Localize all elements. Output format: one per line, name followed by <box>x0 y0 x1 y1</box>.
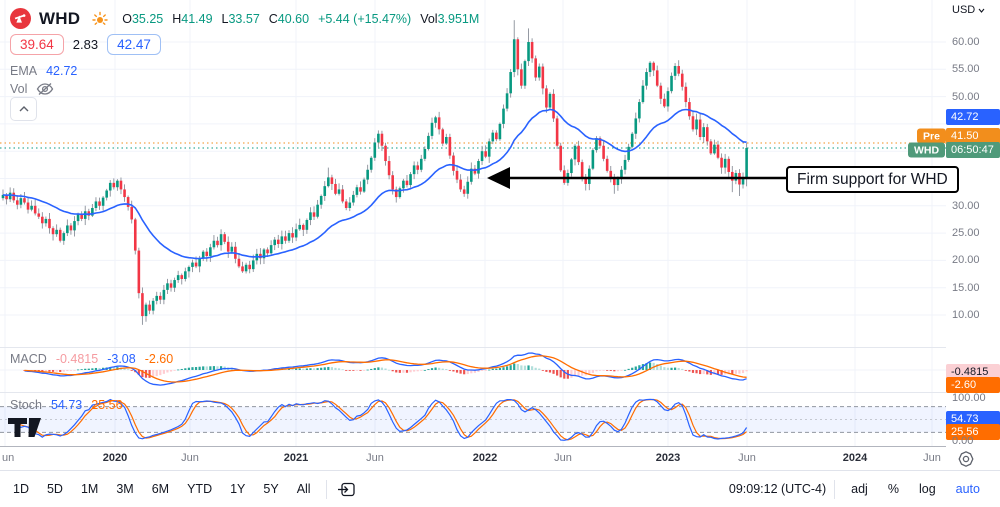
toolbar-divider <box>325 479 327 499</box>
level-boxes: 39.64 2.83 42.47 <box>10 34 161 55</box>
pre-market-price-badge: 41.50 <box>946 128 1000 144</box>
symbol-header: WHD O35.25 H41.49 L33.57 C40.60 +5.44 (+… <box>10 8 479 29</box>
bar-countdown-badge: 06:50:47 <box>946 142 1000 158</box>
time-axis-label: Jun <box>738 452 756 464</box>
stoch-0-label: 0.00 <box>952 435 974 447</box>
price-tick-label: 50.00 <box>952 90 980 103</box>
time-axis-label: Jun <box>554 452 572 464</box>
stoch-d-badge: 25.56 <box>946 423 1000 440</box>
session-clock: 09:09:12 (UTC-4) <box>728 482 827 496</box>
vol-label: Vol <box>10 82 28 96</box>
time-axis-label: 2021 <box>283 452 309 464</box>
pre-market-tag: Pre <box>917 128 946 144</box>
tradingview-logo[interactable] <box>8 418 42 439</box>
time-axis-label: Jun <box>366 452 384 464</box>
chevron-up-icon <box>19 106 28 112</box>
open-value: 35.25 <box>131 11 164 26</box>
annotation-text: Firm support for WHD <box>797 170 948 188</box>
chart-canvas[interactable] <box>0 0 1000 470</box>
macd-hist-value: -0.4815 <box>55 352 99 366</box>
symbol-logo-icon <box>10 8 31 29</box>
stoch-d-value: 25.56 <box>91 398 123 412</box>
stoch-k-badge: 54.73 <box>946 411 1000 427</box>
adjust-toggle[interactable]: adj <box>851 482 868 496</box>
range-button-6m[interactable]: 6M <box>151 482 170 496</box>
price-tick-label: 55.00 <box>952 63 980 76</box>
time-axis-label: un <box>2 452 15 464</box>
range-value: 2.83 <box>72 37 99 52</box>
high-value: 41.49 <box>181 11 213 26</box>
time-axis-label: Jun <box>181 452 199 464</box>
time-axis-label: 2020 <box>102 452 128 464</box>
ohlc-readout: O35.25 H41.49 L33.57 C40.60 +5.44 (+15.4… <box>122 11 480 26</box>
macd-line-value: -3.08 <box>107 352 136 366</box>
ema-label: EMA <box>10 64 38 78</box>
resistance-level-box[interactable]: 42.47 <box>107 34 161 55</box>
macd-legend: MACD -0.4815 -3.08 -2.60 <box>10 352 173 366</box>
support-annotation-callout[interactable]: Firm support for WHD <box>786 166 959 193</box>
ema-legend: EMA 42.72 <box>10 64 77 78</box>
symbol-name[interactable]: WHD <box>39 8 81 28</box>
range-button-3m[interactable]: 3M <box>116 482 134 496</box>
collapse-header-button[interactable] <box>10 97 37 121</box>
time-axis-label: 2022 <box>472 452 498 464</box>
close-value: 40.60 <box>277 11 310 26</box>
price-tick-label: 20.00 <box>952 254 980 267</box>
price-scale[interactable]: USD 60.00 55.00 50.00 30.00 25.00 20.00 15.00 1… <box>946 0 1000 470</box>
macd-signal-badge: -2.60 <box>946 377 1000 393</box>
volume-legend: Vol <box>10 82 54 96</box>
stoch-label: Stoch <box>10 398 42 412</box>
price-tick-label: 60.00 <box>952 36 980 48</box>
goto-date-calendar-icon[interactable] <box>337 481 356 498</box>
macd-hist-badge: -0.4815 <box>946 364 1000 380</box>
range-button-all[interactable]: All <box>296 482 311 496</box>
low-value: 33.57 <box>228 11 260 26</box>
eye-off-icon[interactable] <box>36 82 54 96</box>
stoch-k-value: 54.73 <box>50 398 83 412</box>
time-axis[interactable]: un 2020 Jun 2021 Jun 2022 Jun 2023 Jun 2024 Jun <box>0 447 946 470</box>
chevron-down-icon <box>978 8 985 13</box>
scale-settings-gear-icon[interactable] <box>957 450 975 468</box>
price-tick-label: 30.00 <box>952 199 980 212</box>
time-axis-label: Jun <box>923 452 941 464</box>
range-button-1y[interactable]: 1Y <box>230 482 246 496</box>
range-button-1d[interactable]: 1D <box>13 482 29 496</box>
price-tick-label: 10.00 <box>952 309 980 321</box>
range-button-5y[interactable]: 5Y <box>263 482 279 496</box>
ema-price-badge: 42.72 <box>946 109 1000 125</box>
range-button-ytd[interactable]: YTD <box>187 482 213 496</box>
pre-market-sun-icon <box>92 11 108 25</box>
price-tick-label: 15.00 <box>952 281 980 294</box>
stoch-legend: Stoch 54.73 25.56 <box>10 398 123 412</box>
currency-label: USD <box>952 4 976 16</box>
change-value: +5.44 (+15.47%) <box>318 11 412 26</box>
ema-value: 42.72 <box>46 64 78 78</box>
axis-settings-group: 09:09:12 (UTC-4) adj % log auto <box>729 478 1000 500</box>
range-selector: 1D 5D 1M 3M 6M YTD 1Y 5Y All <box>0 478 356 500</box>
volume-value: 3.951M <box>437 11 480 26</box>
macd-signal-value: -2.60 <box>144 352 174 366</box>
macd-label: MACD <box>10 352 47 366</box>
symbol-countdown-tag: WHD <box>908 142 946 158</box>
range-button-5d[interactable]: 5D <box>46 482 63 496</box>
currency-selector[interactable]: USD <box>952 4 985 16</box>
time-axis-label: 2024 <box>842 452 868 464</box>
support-level-box[interactable]: 39.64 <box>10 34 64 55</box>
percent-scale-toggle[interactable]: % <box>887 482 899 496</box>
stoch-100-label: 100.00 <box>952 392 986 404</box>
toolbar-divider <box>834 479 836 499</box>
bottom-toolbar: 1D 5D 1M 3M 6M YTD 1Y 5Y All 09:09:12 (UTC-4) ad… <box>0 470 1000 507</box>
log-scale-toggle[interactable]: log <box>918 482 936 496</box>
range-button-1m[interactable]: 1M <box>80 482 99 496</box>
time-axis-label: 2023 <box>655 452 681 464</box>
auto-scale-toggle[interactable]: auto <box>955 482 980 496</box>
price-tick-label: 25.00 <box>952 227 980 240</box>
